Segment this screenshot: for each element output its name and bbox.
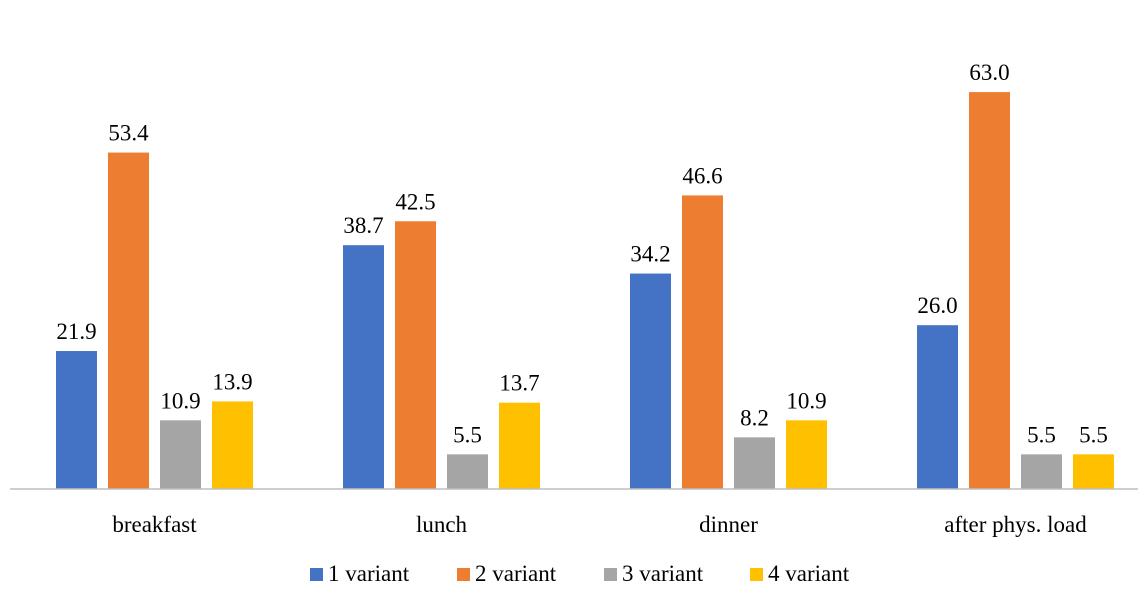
bar-4-3 — [786, 420, 827, 489]
bar-2-3 — [682, 195, 723, 490]
legend: 1 variant 2 variant 3 variant 4 variant — [310, 561, 850, 586]
x-axis-tick-labels: breakfast lunch dinner after phys. load — [112, 512, 1087, 537]
data-label: 13.9 — [212, 369, 252, 394]
legend-item: 1 variant — [310, 561, 410, 586]
data-label: 21.9 — [56, 319, 96, 344]
data-label: 8.2 — [740, 405, 769, 430]
x-tick-label: dinner — [699, 512, 758, 537]
bars — [56, 92, 1114, 490]
data-label: 26.0 — [917, 293, 957, 318]
bar-2-4 — [969, 92, 1010, 489]
bar-2-2 — [395, 221, 436, 489]
bar-3-4 — [1021, 454, 1062, 489]
bar-4-4 — [1073, 454, 1114, 489]
legend-label: 3 variant — [622, 561, 704, 586]
data-label: 34.2 — [630, 242, 670, 267]
data-label: 63.0 — [969, 60, 1009, 85]
legend-swatch — [604, 568, 617, 581]
legend-item: 4 variant — [750, 561, 850, 586]
x-tick-label: breakfast — [112, 512, 197, 537]
bar-3-3 — [734, 437, 775, 489]
data-labels: 21.9 53.4 10.9 13.9 38.7 42.5 5.5 13.7 34.2 46.6 8… — [56, 60, 1108, 447]
data-label: 5.5 — [1079, 422, 1108, 447]
bar-4-2 — [499, 402, 540, 489]
data-label: 10.9 — [786, 388, 826, 413]
data-label: 53.4 — [108, 121, 149, 146]
bar-1-4 — [917, 325, 958, 489]
legend-label: 4 variant — [768, 561, 850, 586]
data-label: 46.6 — [682, 163, 722, 188]
legend-swatch — [457, 568, 470, 581]
legend-label: 2 variant — [475, 561, 557, 586]
bar-3-1 — [160, 420, 201, 489]
bar-3-2 — [447, 454, 488, 489]
legend-item: 3 variant — [604, 561, 704, 586]
bar-2-1 — [108, 152, 149, 489]
bar-1-1 — [56, 351, 97, 489]
bar-1-2 — [343, 245, 384, 489]
data-label: 38.7 — [343, 213, 383, 238]
x-tick-label: after phys. load — [944, 512, 1087, 537]
data-label: 5.5 — [453, 422, 482, 447]
legend-swatch — [750, 568, 763, 581]
legend-item: 2 variant — [457, 561, 557, 586]
data-label: 10.9 — [160, 388, 200, 413]
data-label: 5.5 — [1027, 422, 1056, 447]
bar-4-1 — [212, 401, 253, 489]
legend-label: 1 variant — [328, 561, 410, 586]
data-label: 13.7 — [499, 371, 539, 396]
x-tick-label: lunch — [416, 512, 468, 537]
data-label: 42.5 — [395, 189, 435, 214]
legend-swatch — [310, 568, 323, 581]
bar-1-3 — [630, 273, 671, 489]
